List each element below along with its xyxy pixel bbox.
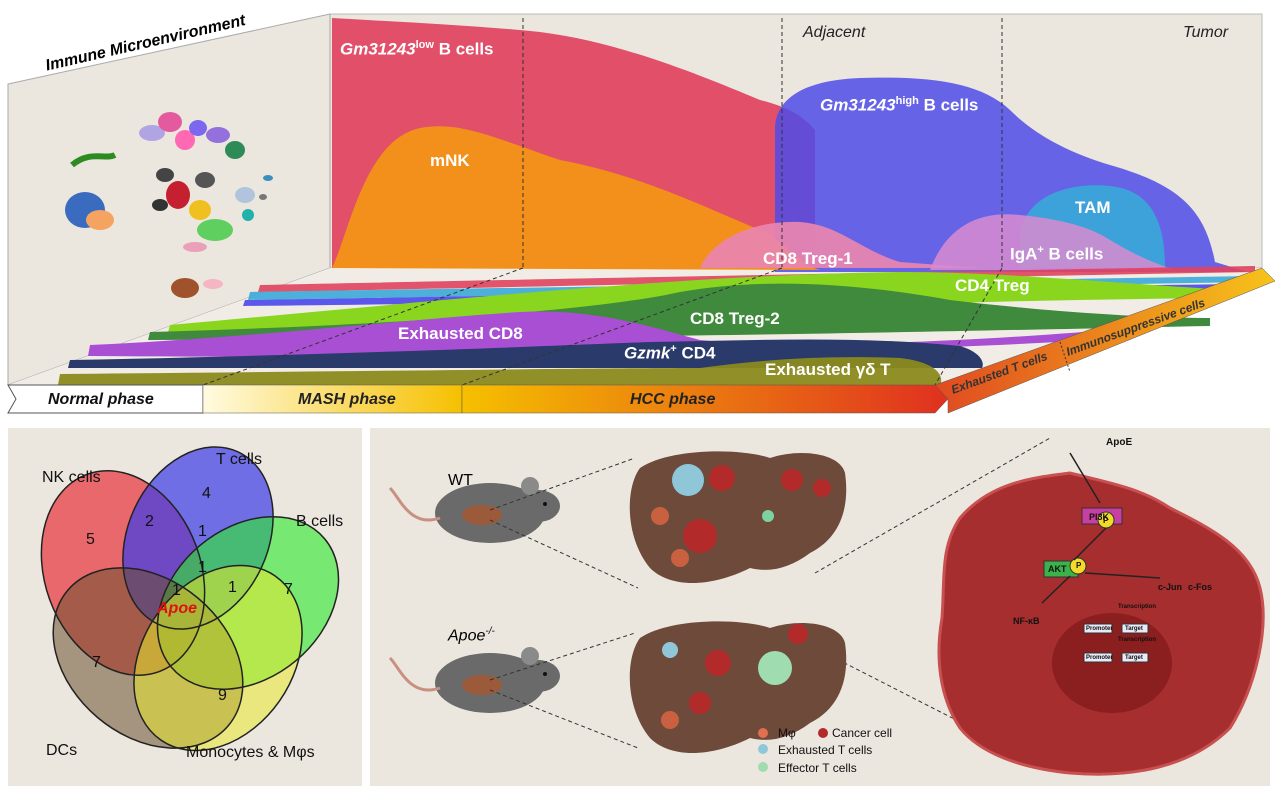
venn-diagram (8, 428, 362, 786)
monocytes-label: Monocytes & Mφs (186, 744, 315, 761)
umap-plot (65, 112, 273, 298)
wt-mouse (388, 477, 560, 543)
tam-label: TAM (1075, 198, 1111, 217)
pi3k-p-label: P (1103, 516, 1109, 525)
legend-macrophage: Mφ (778, 726, 796, 740)
phase-bar (7, 267, 1276, 414)
mash-phase-label: MASH phase (298, 391, 396, 408)
cd4-treg-label: CD4 Treg (955, 276, 1030, 295)
t-cells-label: T cells (216, 451, 262, 468)
count-t-only: 4 (202, 485, 211, 502)
apoe-ko-label: Apoe-/- (448, 626, 495, 645)
wt-liver (629, 451, 847, 583)
ko-mouse (388, 647, 560, 713)
tumor-label: Tumor (1183, 24, 1229, 41)
dcs-label: DCs (46, 742, 78, 759)
iga-b-cells-label: IgA+ B cells (1010, 244, 1104, 264)
akt-p-label: P (1076, 561, 1082, 570)
promoter-label-1: Promoter (1086, 626, 1113, 632)
count-b-mono: 1 (228, 579, 237, 596)
target-label-1: Target (1125, 626, 1143, 632)
cd8-treg2-label: CD8 Treg-2 (690, 309, 780, 328)
apoe-center-label: Apoe (157, 600, 197, 617)
target-label-2: Target (1125, 655, 1143, 661)
akt-label: AKT (1048, 564, 1067, 574)
gm-high-b-cells-label: Gm31243high B cells (820, 95, 979, 115)
count-nk-t: 2 (145, 513, 154, 530)
b-cells-label: B cells (296, 513, 344, 530)
nfkb-label: NF-κB (1013, 616, 1040, 626)
count-b-only: 7 (284, 581, 293, 598)
gzmk-cd4-label: Gzmk+ CD4 (624, 343, 716, 363)
adjacent-label: Adjacent (803, 24, 866, 41)
pi3k-label: PI3K (1089, 512, 1110, 522)
cd8-treg1-label: CD8 Treg-1 (763, 249, 853, 268)
tumor-cell (937, 452, 1265, 776)
transcription-label-1: Transcription (1118, 604, 1157, 610)
apoe-ligand-label: ApoE (1106, 437, 1133, 448)
count-nk-only: 5 (86, 531, 95, 548)
legend-effector-t: Effector T cells (778, 761, 857, 775)
nk-cells-label: NK cells (42, 469, 101, 486)
single-cell-landscape: Exhausted T cells Immunosuppressive cell… (7, 13, 1276, 414)
wt-label: WT (448, 472, 473, 489)
count-t-b-top: 1 (198, 523, 207, 540)
exhausted-cd8-label: Exhausted CD8 (398, 324, 523, 343)
legend-cancer-cell: Cancer cell (832, 726, 893, 740)
ko-liver (629, 621, 847, 753)
mnk-label: mNK (430, 151, 470, 170)
gm-low-b-cells-label: Gm31243low B cells (340, 39, 494, 59)
legend-exhausted-t: Exhausted T cells (778, 743, 873, 757)
mouse-liver-panel (370, 428, 1270, 786)
count-t-b-mid: 1 (198, 559, 207, 576)
count-center: 1 (172, 582, 181, 599)
cjun-label: c-Jun (1158, 582, 1183, 592)
normal-phase-label: Normal phase (48, 391, 154, 408)
count-mono-only: 9 (218, 687, 227, 704)
count-dc-only: 7 (92, 654, 101, 671)
promoter-label-2: Promoter (1086, 655, 1113, 661)
transcription-label-2: Transcription (1118, 637, 1157, 643)
cfos-label: c-Fos (1188, 582, 1213, 592)
exhausted-gd-t-label: Exhausted γδ T (765, 360, 891, 379)
hcc-phase-label: HCC phase (630, 391, 716, 408)
